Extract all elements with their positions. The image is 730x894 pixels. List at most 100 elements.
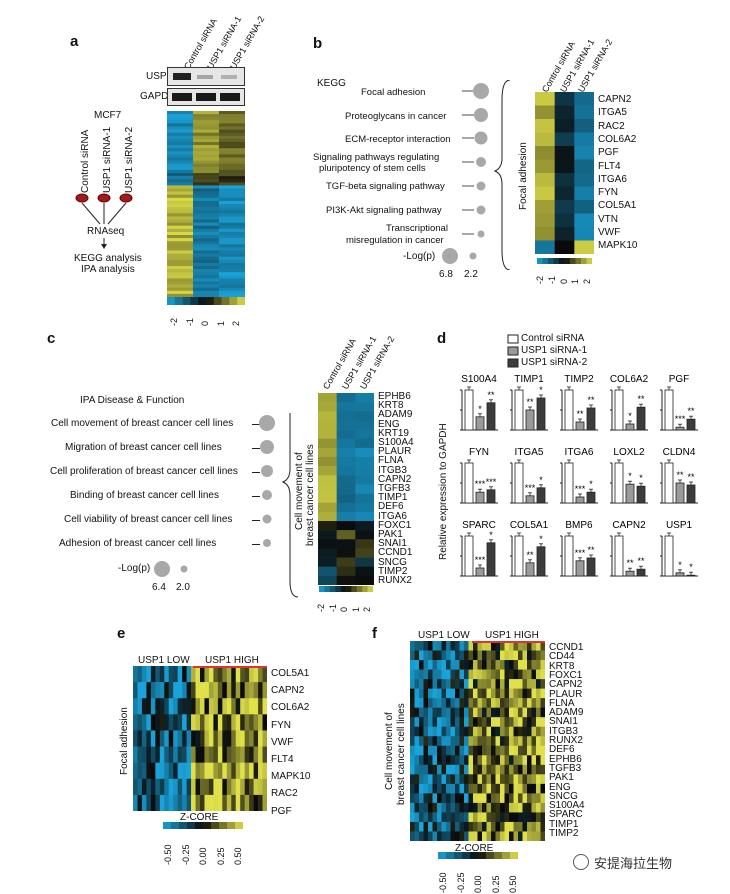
colorbar-tick-label: -0.25 (180, 844, 191, 865)
heatmap-cell (167, 219, 194, 223)
heatmap-cell (455, 812, 460, 823)
heatmap-cell (441, 755, 447, 766)
colorbar-segment (163, 822, 172, 829)
heatmap-cell (464, 755, 469, 766)
bar-usp1-sirna-2 (586, 557, 596, 577)
heatmap-cell (150, 666, 156, 683)
heatmap-cell (193, 185, 220, 189)
heatmap-cell (428, 688, 433, 699)
heatmap-cell (437, 641, 442, 651)
heatmap-cell (141, 730, 147, 747)
subplot-title: CAPN2 (612, 520, 646, 531)
heatmap-cell (193, 117, 220, 121)
heatmap-cell (522, 831, 528, 841)
e-colorbar (163, 822, 243, 829)
bar-usp1-sirna-2 (486, 489, 496, 504)
heatmap-cell (491, 764, 496, 775)
heatmap-cell (432, 679, 438, 689)
heatmap-cell (518, 783, 523, 794)
b-bracket (493, 80, 511, 270)
heatmap-cell (473, 745, 478, 756)
heatmap-cell (513, 698, 519, 708)
heatmap-cell (459, 774, 465, 785)
f-heatmap (410, 641, 545, 841)
heatmap-cell (464, 688, 469, 699)
b-size-legend-small: 2.2 (464, 269, 478, 280)
heatmap-cell (522, 755, 528, 766)
heatmap-cell (253, 762, 259, 780)
heatmap-cell (193, 259, 220, 264)
heatmap-cell (437, 831, 442, 841)
heatmap-cell (200, 698, 205, 715)
colorbar-segment (213, 297, 222, 305)
heatmap-cell (455, 745, 460, 756)
heatmap-cell (193, 219, 220, 223)
heatmap-cell (167, 191, 194, 195)
heatmap-cell (527, 783, 532, 794)
heatmap-cell (464, 783, 469, 794)
heatmap-cell (554, 159, 575, 174)
western-blot (167, 67, 245, 106)
heatmap-cell (554, 132, 575, 147)
heatmap-cell (437, 736, 442, 747)
gene-label: EPHB6 (549, 753, 582, 765)
heatmap-cell (468, 745, 474, 756)
heatmap-cell (419, 669, 424, 680)
heatmap-cell (423, 726, 429, 737)
bar-usp1-sirna-1 (525, 409, 535, 431)
heatmap-cell (473, 707, 478, 718)
significance-stars: *** (675, 414, 686, 424)
heatmap-cell (258, 714, 263, 731)
bar-control-sirna (614, 462, 624, 504)
heatmap-cell (219, 247, 245, 251)
heatmap-cell (509, 783, 514, 794)
heatmap-cell (486, 812, 492, 823)
bar-control-sirna (564, 535, 574, 577)
heatmap-cell (177, 682, 183, 699)
heatmap-cell (482, 783, 487, 794)
heatmap-cell (491, 660, 496, 670)
heatmap-cell (509, 707, 514, 718)
blot-band-gapdh-control (172, 93, 192, 101)
heatmap-cell (414, 745, 420, 756)
heatmap-cell (141, 682, 147, 699)
heatmap-cell (504, 679, 510, 689)
colorbar-segment (586, 258, 592, 264)
heatmap-cell (155, 794, 161, 811)
heatmap-cell (146, 794, 152, 811)
heatmap-cell (473, 764, 478, 775)
heatmap-cell (193, 293, 220, 297)
heatmap-cell (495, 783, 501, 794)
heatmap-cell (204, 714, 210, 731)
heatmap-cell (419, 783, 424, 794)
heatmap-cell (513, 736, 519, 747)
heatmap-cell (133, 778, 138, 796)
heatmap-cell (513, 707, 519, 718)
heatmap-cell (167, 117, 194, 121)
heatmap-cell (262, 730, 267, 747)
a-flow-lane-2: USP1 siRNA-2 (124, 126, 135, 193)
heatmap-cell (574, 200, 594, 214)
heatmap-cell (522, 821, 528, 832)
heatmap-cell (173, 746, 178, 763)
subplot-title: ITGA6 (565, 447, 594, 458)
colorbar-tick-label: -2 (535, 275, 545, 284)
heatmap-cell (455, 726, 460, 737)
heatmap-cell (428, 783, 433, 794)
heatmap-cell (473, 688, 478, 699)
heatmap-cell (150, 698, 156, 715)
b-term-2: ECM-receptor interaction (345, 134, 451, 145)
heatmap-cell (509, 726, 514, 737)
gene-label: FLT4 (598, 160, 621, 172)
heatmap-cell (527, 688, 532, 699)
heatmap-cell (318, 466, 337, 476)
heatmap-cell (193, 281, 220, 285)
heatmap-cell (468, 783, 474, 794)
subplot-title: USP1 (666, 520, 693, 531)
heatmap-cell (244, 698, 250, 715)
heatmap-cell (504, 802, 510, 813)
heatmap-cell (509, 745, 514, 756)
heatmap-cell (531, 698, 537, 708)
heatmap-cell (491, 821, 496, 832)
heatmap-cell (477, 707, 483, 718)
